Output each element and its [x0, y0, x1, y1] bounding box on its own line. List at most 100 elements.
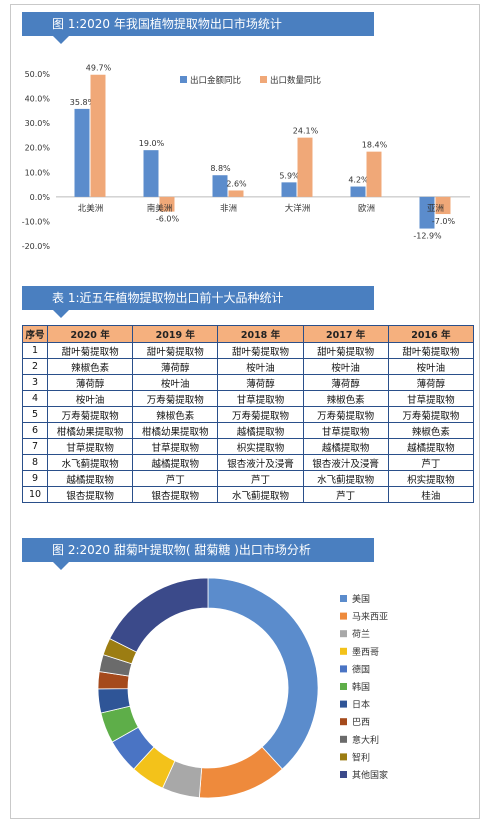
table-cell: 甘草提取物 — [302, 422, 389, 439]
legend-label: 巴西 — [352, 717, 370, 728]
legend-swatch — [340, 718, 347, 726]
bar — [366, 151, 382, 197]
table-cell: 芦丁 — [302, 486, 389, 503]
table-cell: 水飞蓟提取物 — [217, 486, 304, 503]
table-row: 6 柑橘幼果提取物 柑橘幼果提取物 越橘提取物 甘草提取物 辣椒色素 — [22, 422, 475, 439]
table-cell: 桉叶油 — [217, 358, 304, 375]
table-cell: 桉叶油 — [387, 358, 475, 375]
y-tick-label: 30.0% — [25, 119, 51, 128]
donut-slice — [109, 577, 209, 653]
table-cell: 甘草提取物 — [217, 390, 304, 407]
y-tick-label: 40.0% — [25, 95, 51, 104]
table-cell: 芦丁 — [387, 454, 475, 471]
column-header: 2016 年 — [387, 325, 475, 343]
table-cell: 3 — [22, 374, 48, 391]
table-cell: 甜叶菊提取物 — [132, 342, 219, 359]
table-cell: 6 — [22, 422, 48, 439]
x-category-label: 北美洲 — [78, 203, 104, 214]
table-cell: 万寿菊提取物 — [387, 406, 475, 423]
table-row: 5 万寿菊提取物 辣椒色素 万寿菊提取物 万寿菊提取物 万寿菊提取物 — [22, 406, 475, 423]
legend-swatch — [340, 612, 347, 620]
chart2-title: 图 2:2020 甜菊叶提取物( 甜菊糖 )出口市场分析 — [52, 543, 311, 557]
table-cell: 甘草提取物 — [132, 438, 219, 455]
table-cell: 银杏液汁及浸膏 — [302, 454, 389, 471]
table-cell: 越橘提取物 — [302, 438, 389, 455]
x-category-label: 亚洲 — [427, 204, 444, 214]
legend-swatch — [340, 665, 347, 673]
table-cell: 薄荷醇 — [217, 374, 304, 391]
column-header: 序号 — [22, 325, 48, 343]
chart1-title-banner: 图 1:2020 年我国植物提取物出口市场统计 — [22, 12, 374, 44]
column-header: 2017 年 — [302, 325, 389, 343]
table-cell: 桉叶油 — [302, 358, 389, 375]
legend-swatch — [340, 771, 347, 778]
legend-swatch — [340, 700, 347, 708]
table-cell: 甜叶菊提取物 — [217, 342, 304, 359]
table-cell: 辣椒色素 — [302, 390, 389, 407]
legend-label: 德国 — [352, 663, 370, 675]
table-row: 7 甘草提取物 甘草提取物 枳实提取物 越橘提取物 越橘提取物 — [22, 438, 475, 455]
legend-label: 出口数量同比 — [270, 75, 321, 86]
x-category-label: 大洋洲 — [285, 203, 311, 214]
table-row: 2 辣椒色素 薄荷醇 桉叶油 桉叶油 桉叶油 — [22, 358, 475, 375]
data-label: -12.9% — [413, 232, 442, 241]
bar — [90, 74, 106, 197]
column-header: 2018 年 — [217, 325, 304, 343]
column-header: 2020 年 — [46, 325, 134, 343]
table-cell: 银杏提取物 — [46, 486, 134, 503]
table-cell: 10 — [22, 486, 48, 503]
legend-swatch — [180, 76, 187, 83]
table-cell: 柑橘幼果提取物 — [46, 422, 134, 439]
data-label: 19.0% — [139, 139, 165, 148]
table-cell: 桂油 — [387, 486, 475, 503]
table-cell: 水飞蓟提取物 — [302, 470, 389, 487]
table-cell: 5 — [22, 406, 48, 423]
table-cell: 薄荷醇 — [46, 374, 134, 391]
legend-label: 意大利 — [352, 734, 379, 746]
y-tick-label: 50.0% — [25, 70, 51, 79]
legend-swatch — [340, 595, 347, 602]
data-label: 49.7% — [86, 64, 112, 73]
table-cell: 桉叶油 — [132, 374, 219, 391]
bar — [228, 190, 244, 197]
table-cell: 甜叶菊提取物 — [302, 342, 389, 359]
y-tick-label: -20.0% — [22, 242, 51, 251]
legend-label: 马来西亚 — [352, 612, 388, 623]
legend-swatch — [260, 76, 267, 83]
table-cell: 辣椒色素 — [46, 358, 134, 375]
data-label: 35.8% — [70, 98, 96, 107]
y-tick-label: 20.0% — [25, 144, 51, 153]
data-label: -6.0% — [156, 215, 180, 224]
table-cell: 甜叶菊提取物 — [46, 342, 134, 359]
data-label: 8.8% — [210, 164, 231, 173]
table-cell: 水飞蓟提取物 — [46, 454, 134, 471]
legend-label: 韩国 — [352, 681, 370, 693]
data-label: 18.4% — [362, 141, 388, 150]
bar-chart: 50.0% 40.0% 30.0% 20.0% 10.0% 0.0% -10.0% -20.0… — [22, 64, 470, 251]
table-cell: 枳实提取物 — [217, 438, 304, 455]
table-cell: 辣椒色素 — [387, 422, 475, 439]
table1-title: 表 1:近五年植物提取物出口前十大品种统计 — [52, 291, 284, 305]
legend-label: 荷兰 — [352, 628, 370, 640]
bar — [419, 196, 435, 229]
table-cell: 银杏提取物 — [132, 486, 219, 503]
table-cell: 薄荷醇 — [387, 374, 475, 391]
data-label: 5.9% — [279, 171, 300, 180]
data-label: 4.2% — [348, 176, 369, 185]
table-cell: 7 — [22, 438, 48, 455]
table-cell: 万寿菊提取物 — [46, 406, 134, 423]
legend-swatch — [340, 683, 347, 690]
legend-label: 墨西哥 — [352, 647, 379, 658]
table1-title-banner: 表 1:近五年植物提取物出口前十大品种统计 — [22, 286, 374, 318]
table-cell: 万寿菊提取物 — [132, 390, 219, 407]
x-category-label: 南美洲 — [147, 203, 173, 214]
table-cell: 芦丁 — [132, 470, 219, 487]
table-cell: 甘草提取物 — [387, 390, 475, 407]
legend-swatch — [340, 647, 347, 655]
table-header-row: 序号 2020 年 2019 年 2018 年 2017 年 2016 年 — [22, 325, 475, 343]
x-category-label: 欧洲 — [358, 203, 375, 214]
table-cell: 甜叶菊提取物 — [387, 342, 475, 359]
table-cell: 越橘提取物 — [132, 454, 219, 471]
bar — [435, 196, 451, 215]
bar — [159, 196, 175, 212]
